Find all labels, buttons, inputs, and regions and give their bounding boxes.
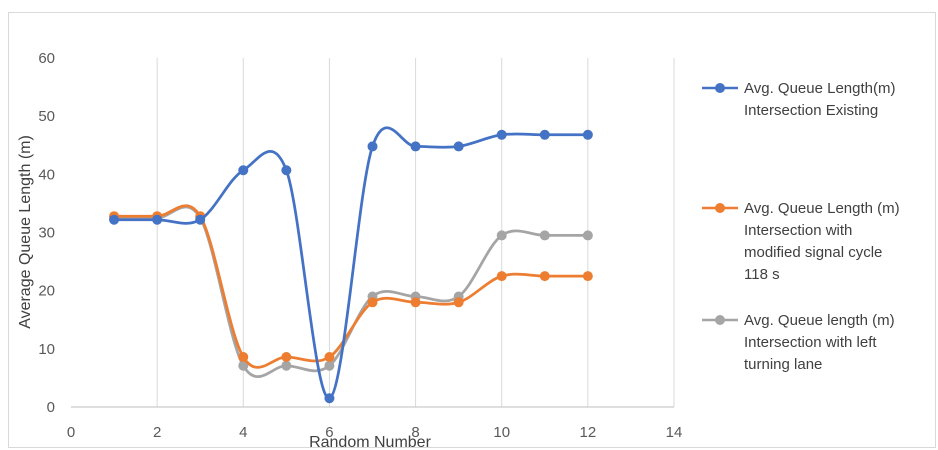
x-tick-label: 0 bbox=[67, 424, 75, 441]
x-tick-label: 12 bbox=[580, 424, 597, 441]
y-tick-label: 0 bbox=[47, 399, 55, 416]
legend-label-existing: Avg. Queue Length(m) Intersection Existi… bbox=[744, 80, 896, 119]
data-point-series-0 bbox=[281, 165, 292, 176]
data-point-series-1 bbox=[238, 351, 249, 362]
data-point-series-0 bbox=[152, 214, 163, 225]
data-point-series-0 bbox=[453, 141, 464, 152]
data-point-series-2 bbox=[582, 230, 593, 241]
y-tick-label: 10 bbox=[38, 341, 55, 358]
data-point-series-2 bbox=[496, 230, 507, 241]
data-point-series-0 bbox=[367, 141, 378, 152]
data-point-series-1 bbox=[367, 297, 378, 308]
data-point-series-0 bbox=[238, 165, 249, 176]
legend-marker-orange bbox=[702, 203, 738, 213]
tick-labels: 0 2 4 6 8 10 12 14 0 10 20 30 40 50 60 bbox=[38, 50, 682, 441]
x-tick-label: 10 bbox=[493, 424, 510, 441]
data-point-series-2 bbox=[281, 360, 292, 371]
data-point-series-2 bbox=[324, 360, 335, 371]
legend-label-left-turning: Avg. Queue length (m) Intersection with … bbox=[744, 312, 895, 373]
data-point-series-1 bbox=[324, 351, 335, 362]
gridlines bbox=[156, 58, 675, 407]
data-point-series-0 bbox=[109, 214, 120, 225]
data-point-series-2 bbox=[539, 230, 550, 241]
data-point-series-0 bbox=[582, 129, 593, 140]
x-axis-title: Random Number bbox=[309, 434, 432, 450]
y-tick-label: 20 bbox=[38, 283, 55, 300]
data-point-series-1 bbox=[453, 297, 464, 308]
series-line-0 bbox=[114, 126, 588, 400]
data-point-series-1 bbox=[410, 297, 421, 308]
data-point-series-0 bbox=[539, 129, 550, 140]
data-point-series-0 bbox=[410, 141, 421, 152]
data-point-series-0 bbox=[324, 393, 335, 404]
x-tick-label: 6 bbox=[325, 424, 333, 441]
data-point-series-1 bbox=[281, 351, 292, 362]
x-tick-label: 4 bbox=[239, 424, 247, 441]
data-point-series-0 bbox=[496, 129, 507, 140]
data-point-series-2 bbox=[238, 360, 249, 371]
x-tick-label: 2 bbox=[153, 424, 161, 441]
x-tick-label: 8 bbox=[411, 424, 419, 441]
y-tick-label: 40 bbox=[38, 166, 55, 183]
y-axis-title: Average Queue Length (m) bbox=[17, 135, 34, 329]
data-point-series-1 bbox=[539, 271, 550, 282]
y-tick-label: 30 bbox=[38, 225, 55, 242]
y-tick-label: 50 bbox=[38, 108, 55, 125]
chart-frame bbox=[8, 12, 936, 448]
x-tick-label: 14 bbox=[666, 424, 683, 441]
legend-label-modified-signal: Avg. Queue Length (m) Intersection with … bbox=[744, 200, 900, 283]
y-tick-label: 60 bbox=[38, 50, 55, 67]
series bbox=[109, 126, 593, 404]
data-point-series-0 bbox=[195, 214, 206, 225]
data-point-series-1 bbox=[582, 271, 593, 282]
data-point-series-1 bbox=[496, 271, 507, 282]
legend-marker-blue bbox=[702, 83, 738, 93]
legend-marker-gray bbox=[702, 315, 738, 325]
